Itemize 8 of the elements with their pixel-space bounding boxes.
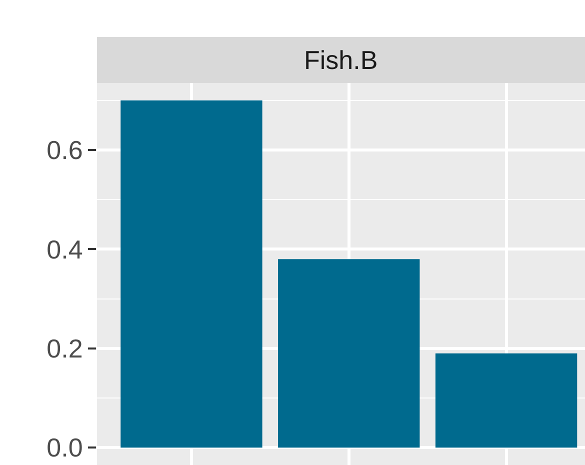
bar — [120, 100, 262, 448]
y-tick-label: 0.2 — [46, 334, 83, 364]
bar — [435, 353, 578, 448]
y-tick-label: 0.4 — [46, 234, 83, 264]
bar — [278, 259, 420, 448]
y-tick-label: 0.0 — [46, 432, 83, 463]
chart-title: Fish.B — [304, 45, 378, 75]
y-tick-label: 0.6 — [46, 135, 83, 166]
